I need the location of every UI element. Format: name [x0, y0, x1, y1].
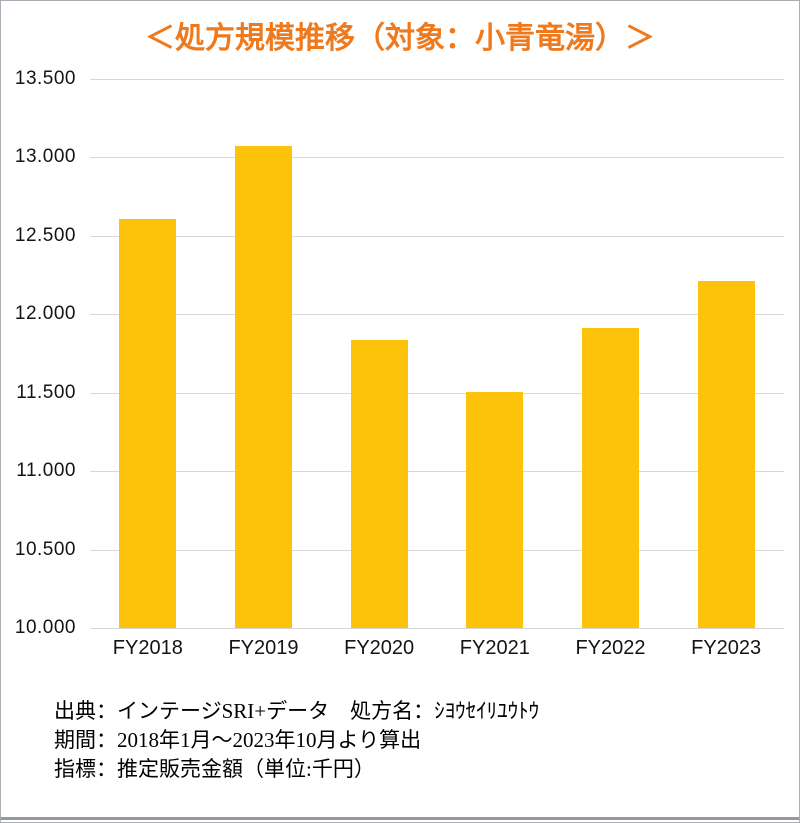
- bar-fy2020: [350, 340, 408, 628]
- gridline: [90, 314, 784, 316]
- y-axis-tick-label: 10.000: [14, 617, 76, 638]
- x-axis-label: FY2022: [575, 637, 646, 659]
- x-axis-label: FY2018: [112, 637, 183, 659]
- plot-area: 10.000 10.500 11.000 11.500 12.000 12.500 13.0…: [15, 68, 784, 659]
- gridline: [90, 79, 784, 80]
- bar-fy2018: [119, 218, 177, 628]
- bottom-divider: [1, 817, 799, 820]
- x-axis-label: FY2023: [691, 637, 762, 659]
- x-axis-label: FY2020: [344, 637, 415, 659]
- y-axis-tick-label: 12.000: [14, 303, 76, 325]
- period-line: 期間：2018年1月～2023年10月より算出: [54, 728, 422, 752]
- chart-title: ＜処方規模推移（対象：小青竜湯）＞: [145, 22, 655, 55]
- y-axis-tick-label: 10.500: [14, 538, 76, 560]
- x-axis-label: FY2021: [459, 637, 530, 659]
- y-axis-tick-label: 13.500: [14, 68, 76, 89]
- y-axis-tick-label: 13.000: [14, 146, 76, 168]
- gridline: [90, 549, 784, 551]
- bar-fy2022: [582, 327, 639, 628]
- gridline: [90, 628, 784, 629]
- bar-fy2019: [235, 146, 292, 628]
- x-axis-label: FY2019: [228, 637, 299, 659]
- gridline: [90, 157, 784, 159]
- source-line: 出典：インテージSRI+データ 処方名：ｼﾖｳｾｲﾘﾕｳﾄｳ: [54, 699, 540, 723]
- gridline: [90, 392, 784, 394]
- bar-fy2021: [466, 391, 524, 628]
- y-axis-tick-label: 11.500: [16, 381, 76, 403]
- bar-fy2023: [697, 281, 755, 628]
- gridline: [90, 235, 784, 237]
- source-notes: 出典：インテージSRI+データ 処方名：ｼﾖｳｾｲﾘﾕｳﾄｳ 期間：2018年1…: [54, 697, 539, 784]
- gridline: [90, 471, 784, 473]
- y-axis-tick-label: 12.500: [14, 224, 76, 246]
- y-axis-tick-label: 11.000: [16, 460, 76, 482]
- metric-line: 指標：推定販売金額（単位:千円）: [54, 757, 375, 781]
